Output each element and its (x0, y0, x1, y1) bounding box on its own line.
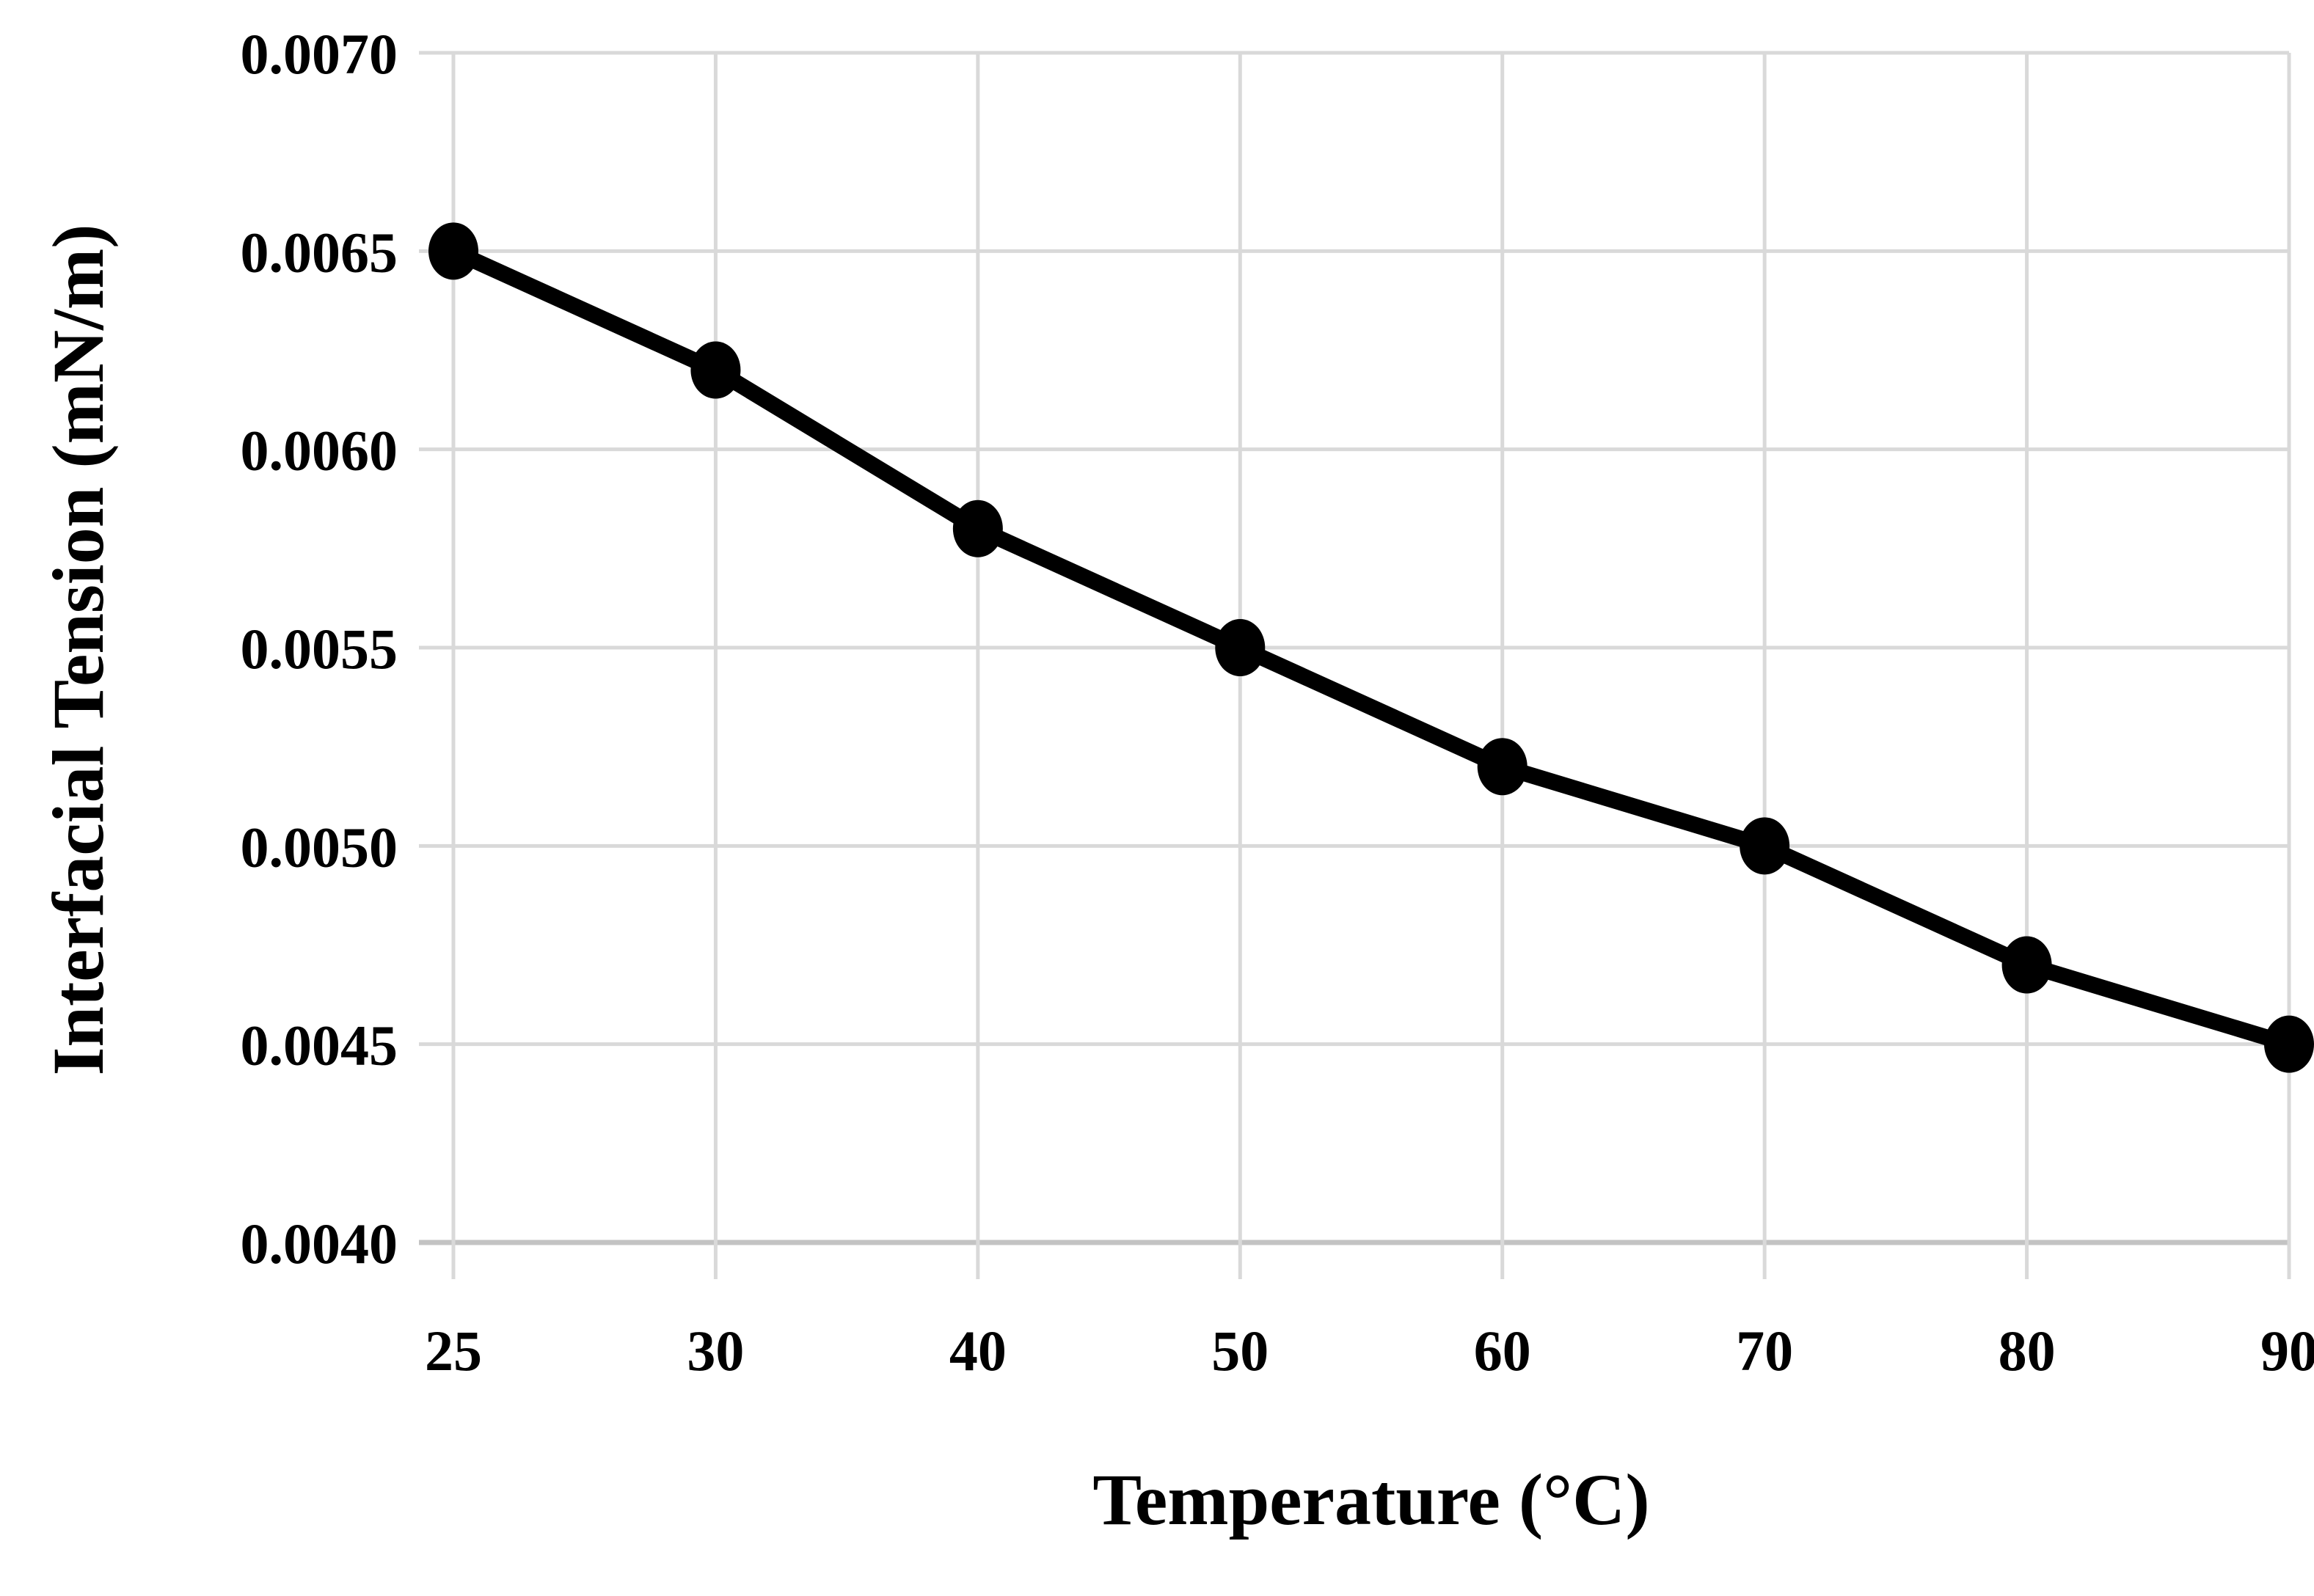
series-line (445, 243, 2297, 1053)
data-point-marker (428, 222, 478, 280)
data-point-marker (1740, 817, 1790, 875)
x-tick-label: 50 (1211, 1319, 1269, 1383)
x-tick-label: 25 (425, 1319, 482, 1383)
y-tick-label: 0.0045 (241, 1014, 398, 1077)
interfacial-tension-vs-temperature-chart: 0.0040 0.0045 0.0050 0.0055 0.0060 0.0065 0.00… (29, 12, 2314, 1584)
line-chart-svg: 0.0040 0.0045 0.0050 0.0055 0.0060 0.0065 0.00… (37, 22, 2314, 1540)
x-tick-label: 70 (1736, 1319, 1793, 1383)
x-tick-label: 40 (949, 1319, 1007, 1383)
x-tick-label: 60 (1474, 1319, 1531, 1383)
y-tick-label: 0.0070 (241, 22, 398, 86)
y-tick-label: 0.0055 (241, 617, 398, 681)
x-axis-tick-labels: 25 30 40 50 60 70 80 90 (425, 1319, 2314, 1383)
x-tick-label: 80 (1999, 1319, 2056, 1383)
y-tick-label: 0.0040 (241, 1212, 398, 1275)
y-axis-title: Interfacial Tension (mN/m) (37, 224, 119, 1075)
data-series (428, 222, 2314, 1073)
y-tick-label: 0.0050 (241, 815, 398, 879)
data-point-marker (2001, 936, 2052, 994)
x-tick-label: 90 (2260, 1319, 2314, 1383)
y-axis-tick-labels: 0.0040 0.0045 0.0050 0.0055 0.0060 0.0065 0.00… (241, 22, 398, 1275)
y-tick-label: 0.0060 (241, 419, 398, 483)
data-point-marker (2264, 1015, 2314, 1073)
data-point-marker (1215, 619, 1266, 676)
horizontal-gridlines (419, 51, 2289, 1245)
y-tick-label: 0.0065 (241, 220, 398, 284)
x-axis-title: Temperature (°C) (1092, 1459, 1649, 1540)
data-point-marker (1477, 738, 1528, 796)
vertical-gridlines (451, 53, 2291, 1279)
x-tick-label: 30 (687, 1319, 744, 1383)
data-point-marker (952, 499, 1003, 557)
data-point-marker (690, 341, 741, 399)
